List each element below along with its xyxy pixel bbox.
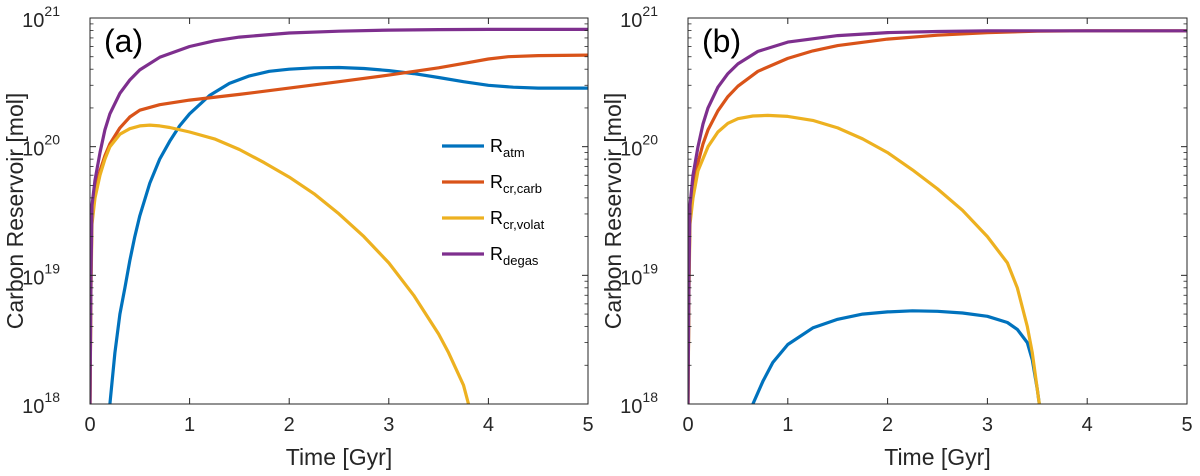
series-group xyxy=(688,29,1187,404)
y-tick-label: 1021 xyxy=(620,3,658,32)
y-axis-label: Carbon Reservoir [mol] xyxy=(2,93,28,329)
panel-label: (b) xyxy=(702,23,741,59)
panel-label: (a) xyxy=(104,23,143,59)
y-tick-label: 1018 xyxy=(620,389,658,418)
x-tick-label: 0 xyxy=(84,414,95,436)
legend-label: Ratm xyxy=(490,136,525,160)
x-tick-label: 5 xyxy=(582,414,593,436)
x-tick-label: 4 xyxy=(483,414,494,436)
x-tick-label: 3 xyxy=(383,414,394,436)
y-tick-label: 1021 xyxy=(22,3,60,32)
y-tick-label: 1019 xyxy=(620,260,658,289)
y-tick-label: 1018 xyxy=(22,389,60,418)
plot-area xyxy=(90,18,588,404)
series-line-r-cr-volat xyxy=(688,113,1041,404)
y-tick-label: 1020 xyxy=(620,132,658,161)
axes-box xyxy=(687,17,1188,405)
x-tick-label: 0 xyxy=(682,414,693,436)
legend-label: Rdegas xyxy=(490,244,539,268)
x-tick-label: 4 xyxy=(1082,414,1093,436)
x-tick-label: 3 xyxy=(982,414,993,436)
y-tick-label: 1020 xyxy=(22,132,60,161)
series-group xyxy=(90,27,588,404)
series-line-r-atm xyxy=(108,65,588,404)
series-line-r-degas xyxy=(90,27,588,404)
x-tick-label: 2 xyxy=(284,414,295,436)
chart-panel-b: 0 1 2 3 4 5 1018 1019 1020 1021 Time [Gyr] Carbon R… xyxy=(600,3,1193,470)
series-line-r-atm xyxy=(751,309,1041,404)
series-line-r-cr-volat xyxy=(90,123,471,404)
x-tick-label: 1 xyxy=(184,414,195,436)
x-tick-label: 1 xyxy=(782,414,793,436)
y-axis-label: Carbon Reservoir [mol] xyxy=(600,93,626,329)
legend-label: Rcr,volat xyxy=(490,208,545,232)
legend-label: Rcr,carb xyxy=(490,172,542,196)
y-tick-label: 1019 xyxy=(22,260,60,289)
legend: Ratm Rcr,carb Rcr,volat Rdegas xyxy=(442,136,545,268)
x-tick-label: 5 xyxy=(1181,414,1192,436)
series-line-r-degas xyxy=(688,29,1187,404)
chart-panel-a: 0 1 2 3 4 5 1018 1019 1020 1021 Time [Gyr] Carbon R… xyxy=(2,3,594,470)
x-tick-label: 2 xyxy=(882,414,893,436)
axes-box xyxy=(89,17,589,405)
x-axis-label: Time [Gyr] xyxy=(884,444,990,470)
x-axis-label: Time [Gyr] xyxy=(286,444,392,470)
plot-area xyxy=(688,18,1187,404)
